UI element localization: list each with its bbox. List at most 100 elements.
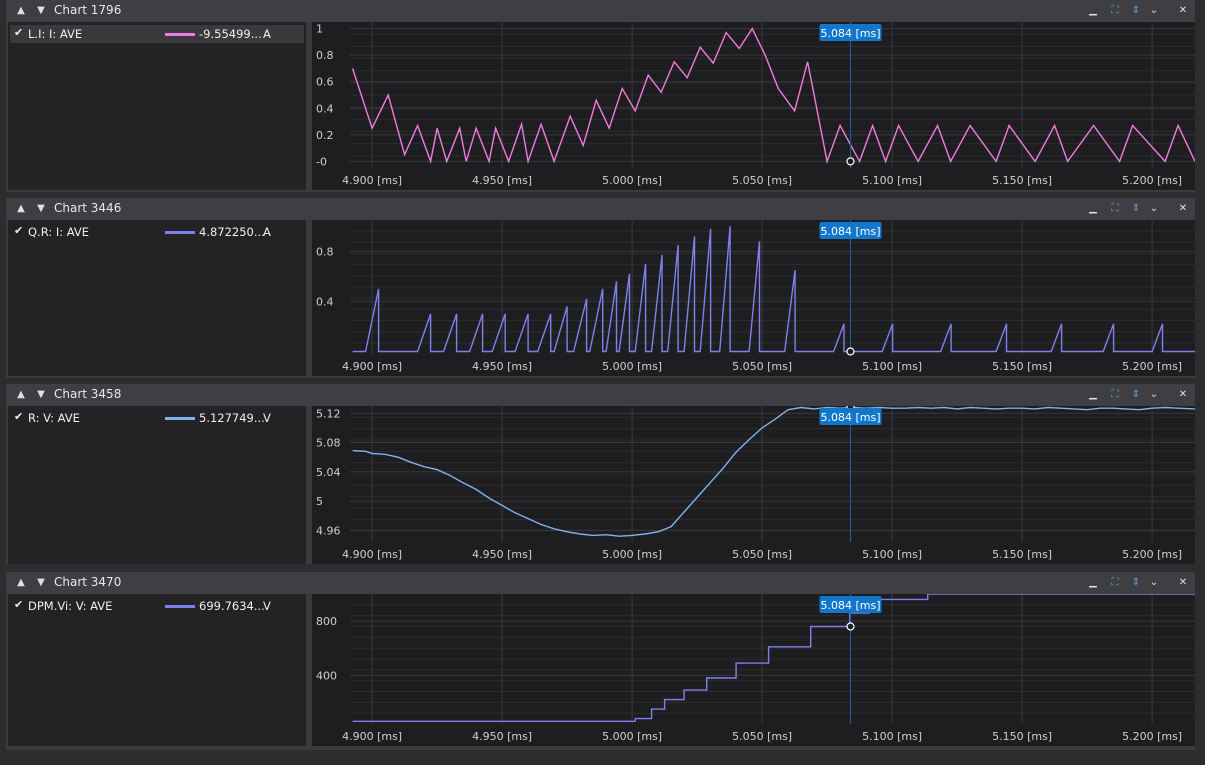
plot-area[interactable]: 4.900 [ms] 4.950 [ms] 5.000 [ms] 5.050 [ms]… xyxy=(312,403,1196,564)
close-icon[interactable]: ✕ xyxy=(1178,5,1188,16)
fit-view-icon[interactable]: ⛶ xyxy=(1111,389,1119,400)
x-tick-label: 5.200 [ms] xyxy=(1122,360,1182,373)
y-tick-label: 5 xyxy=(316,495,323,508)
fit-vertical-icon[interactable]: ⇕ xyxy=(1131,389,1141,400)
chart-svg[interactable]: 4.900 [ms] 4.950 [ms] 5.000 [ms] 5.050 [ms]… xyxy=(312,220,1195,376)
y-tick-label: 0.8 xyxy=(316,245,334,258)
y-tick-label: 5.08 xyxy=(316,437,341,450)
chevron-down-icon[interactable]: ⌄ xyxy=(1149,389,1159,400)
expand-down-icon[interactable]: ▼ xyxy=(37,389,45,400)
fit-vertical-icon[interactable]: ⇕ xyxy=(1131,203,1141,214)
x-tick-label: 5.150 [ms] xyxy=(992,730,1052,743)
y-tick-label: 0.6 xyxy=(316,76,334,89)
series-color-swatch xyxy=(165,231,195,234)
collapse-up-icon[interactable]: ▲ xyxy=(17,389,25,400)
y-tick-label: 1 xyxy=(316,23,323,36)
cursor-label-box xyxy=(819,24,882,41)
series-value: 5.127749... xyxy=(199,411,265,425)
x-tick-label: 5.200 [ms] xyxy=(1122,548,1182,561)
chart-svg[interactable]: 4.900 [ms] 4.950 [ms] 5.000 [ms] 5.050 [ms]… xyxy=(312,22,1196,190)
minimize-icon[interactable]: ▁ xyxy=(1089,203,1097,214)
close-icon[interactable]: ✕ xyxy=(1178,577,1188,588)
x-tick-label: 5.150 [ms] xyxy=(992,174,1052,187)
chart-panel-3458: ▲ ▼ Chart 3458 ▁ ⛶ ⇕ ⌄ ✕ ✔ R: V: AVE 5.1… xyxy=(6,384,1196,564)
chevron-down-icon[interactable]: ⌄ xyxy=(1149,577,1159,588)
series-unit: A xyxy=(263,225,271,239)
chart-svg[interactable]: 4.900 [ms] 4.950 [ms] 5.000 [ms] 5.050 [ms]… xyxy=(312,593,1195,746)
series-name: Q.R: I: AVE xyxy=(28,225,90,239)
close-icon[interactable]: ✕ xyxy=(1178,389,1188,400)
y-tick-label: 0.4 xyxy=(316,295,334,308)
x-tick-label: 5.100 [ms] xyxy=(862,360,922,373)
expand-down-icon[interactable]: ▼ xyxy=(37,5,45,16)
chevron-down-icon[interactable]: ⌄ xyxy=(1149,203,1159,214)
legend-row[interactable]: ✔ Q.R: I: AVE 4.872250... A xyxy=(10,223,304,241)
cursor-label-box xyxy=(819,596,882,613)
legend-row[interactable]: ✔ L.I: I: AVE -9.55499... A xyxy=(10,25,304,43)
fit-view-icon[interactable]: ⛶ xyxy=(1111,5,1119,16)
series-value: -9.55499... xyxy=(199,27,262,41)
y-tick-label: 5.12 xyxy=(316,407,341,420)
x-tick-label: 5.000 [ms] xyxy=(602,360,662,373)
cursor-label-box xyxy=(819,408,882,425)
expand-down-icon[interactable]: ▼ xyxy=(37,577,45,588)
series-legend: ✔ R: V: AVE 5.127749... V xyxy=(8,406,306,564)
fit-view-icon[interactable]: ⛶ xyxy=(1111,577,1119,588)
chart-svg[interactable]: 4.900 [ms] 4.950 [ms] 5.000 [ms] 5.050 [ms]… xyxy=(312,403,1196,564)
checkbox-checked-icon[interactable]: ✔ xyxy=(14,26,24,39)
collapse-up-icon[interactable]: ▲ xyxy=(17,577,25,588)
cursor-label: 5.084 [ms] xyxy=(820,411,880,424)
cursor-marker xyxy=(846,622,855,631)
series-legend: ✔ L.I: I: AVE -9.55499... A xyxy=(8,22,306,190)
collapse-up-icon[interactable]: ▲ xyxy=(17,203,25,214)
chart-title: Chart 3446 xyxy=(54,201,122,215)
chevron-down-icon[interactable]: ⌄ xyxy=(1149,5,1159,16)
series-name: DPM.Vi: V: AVE xyxy=(28,599,113,613)
x-tick-label: 5.050 [ms] xyxy=(732,730,792,743)
x-tick-label: 5.050 [ms] xyxy=(732,548,792,561)
checkbox-checked-icon[interactable]: ✔ xyxy=(14,410,24,423)
x-tick-label: 5.050 [ms] xyxy=(732,174,792,187)
chart-panel-3470: ▲ ▼ Chart 3470 ▁ ⛶ ⇕ ⌄ ✕ ✔ DPM.Vi: V: AV… xyxy=(6,572,1195,750)
x-tick-label: 5.150 [ms] xyxy=(992,360,1052,373)
x-tick-label: 5.100 [ms] xyxy=(862,730,922,743)
legend-row[interactable]: ✔ R: V: AVE 5.127749... V xyxy=(10,409,304,427)
plot-area[interactable]: 4.900 [ms] 4.950 [ms] 5.000 [ms] 5.050 [ms]… xyxy=(312,593,1195,746)
minimize-icon[interactable]: ▁ xyxy=(1089,389,1097,400)
chart-panel-1796: ▲ ▼ Chart 1796 ▁ ⛶ ⇕ ⌄ ✕ ✔ L.I: I: AVE -… xyxy=(6,0,1196,192)
chart-title: Chart 3458 xyxy=(54,387,122,401)
y-tick-label: 4.96 xyxy=(316,524,341,537)
series-line xyxy=(352,226,1195,353)
plot-area[interactable]: 4.900 [ms] 4.950 [ms] 5.000 [ms] 5.050 [ms]… xyxy=(312,220,1195,376)
series-unit: V xyxy=(263,411,271,425)
x-tick-label: 4.900 [ms] xyxy=(342,360,402,373)
collapse-up-icon[interactable]: ▲ xyxy=(17,5,25,16)
close-icon[interactable]: ✕ xyxy=(1178,203,1188,214)
expand-down-icon[interactable]: ▼ xyxy=(37,203,45,214)
fit-vertical-icon[interactable]: ⇕ xyxy=(1131,5,1141,16)
x-tick-label: 4.950 [ms] xyxy=(472,360,532,373)
cursor-label: 5.084 [ms] xyxy=(820,27,880,40)
checkbox-checked-icon[interactable]: ✔ xyxy=(14,224,24,237)
series-value: 4.872250... xyxy=(199,225,265,239)
legend-row[interactable]: ✔ DPM.Vi: V: AVE 699.7634... V xyxy=(10,597,304,615)
x-tick-label: 5.000 [ms] xyxy=(602,548,662,561)
x-tick-label: 4.900 [ms] xyxy=(342,730,402,743)
fit-vertical-icon[interactable]: ⇕ xyxy=(1131,577,1141,588)
series-value: 699.7634... xyxy=(199,599,265,613)
cursor-marker xyxy=(846,157,855,166)
plot-area[interactable]: 4.900 [ms] 4.950 [ms] 5.000 [ms] 5.050 [ms]… xyxy=(312,22,1196,190)
x-tick-label: 5.150 [ms] xyxy=(992,548,1052,561)
fit-view-icon[interactable]: ⛶ xyxy=(1111,203,1119,214)
checkbox-checked-icon[interactable]: ✔ xyxy=(14,598,24,611)
panel-header: ▲ ▼ Chart 1796 ▁ ⛶ ⇕ ⌄ ✕ xyxy=(6,0,1195,22)
y-tick-label: 5.04 xyxy=(316,466,341,479)
x-tick-label: 5.100 [ms] xyxy=(862,548,922,561)
x-tick-label: 4.950 [ms] xyxy=(472,730,532,743)
minimize-icon[interactable]: ▁ xyxy=(1089,5,1097,16)
minimize-icon[interactable]: ▁ xyxy=(1089,577,1097,588)
y-tick-label: 800 xyxy=(316,615,337,628)
x-tick-label: 5.100 [ms] xyxy=(862,174,922,187)
x-tick-label: 4.950 [ms] xyxy=(472,548,532,561)
series-unit: V xyxy=(263,599,271,613)
